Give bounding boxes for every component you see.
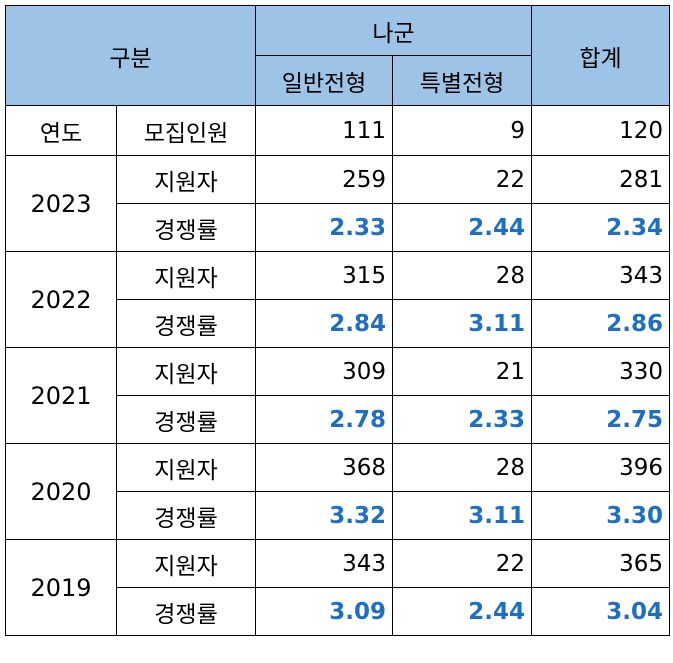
applicants-row: 2019 지원자 343 22 365 [5, 539, 671, 636]
header-general: 일반전형 [255, 55, 394, 106]
ratio-row: 경쟁률 3.09 2.44 3.04 [6, 587, 671, 636]
header-category: 구분 [4, 5, 257, 106]
applicants-special: 22 [392, 155, 533, 204]
ratio-row: 경쟁률 2.84 3.11 2.86 [6, 299, 671, 348]
ratio-general: 2.78 [255, 395, 394, 444]
applicants-row: 2021 지원자 309 21 330 [5, 347, 671, 444]
header-group: 나군 [255, 5, 533, 56]
applicants-row: 2022 지원자 315 28 343 [5, 251, 671, 348]
ratio-general: 2.33 [255, 203, 394, 252]
applicants-label: 지원자 [115, 443, 257, 492]
applicants-label: 지원자 [115, 347, 257, 396]
applicants-general: 343 [255, 539, 394, 588]
ratio-label: 경쟁률 [115, 491, 257, 540]
applicants-label: 지원자 [115, 251, 257, 300]
year-cell: 2019 [5, 539, 117, 636]
ratio-label: 경쟁률 [115, 587, 257, 636]
ratio-special: 3.11 [392, 491, 533, 540]
applicants-row: 2023 지원자 259 22 281 [5, 155, 671, 252]
applicants-label: 지원자 [115, 155, 257, 204]
ratio-special: 2.33 [392, 395, 533, 444]
year-cell: 2020 [5, 443, 117, 540]
ratio-row: 경쟁률 3.32 3.11 3.30 [6, 491, 671, 540]
ratio-label: 경쟁률 [115, 203, 257, 252]
ratio-label: 경쟁률 [115, 299, 257, 348]
ratio-special: 2.44 [392, 203, 533, 252]
year-cell: 2023 [5, 155, 117, 252]
applicants-general: 368 [255, 443, 394, 492]
year-cell: 2021 [5, 347, 117, 444]
ratio-general: 3.09 [255, 587, 394, 636]
applicants-total: 330 [531, 347, 671, 396]
ratio-total: 3.04 [531, 587, 671, 636]
ratio-special: 3.11 [392, 299, 533, 348]
quota-total: 120 [531, 105, 671, 156]
applicants-special: 28 [392, 251, 533, 300]
quota-special: 9 [392, 105, 533, 156]
year-cell: 2022 [5, 251, 117, 348]
recruit-row: 연도 모집인원 111 9 120 [5, 105, 671, 156]
applicants-special: 21 [392, 347, 533, 396]
ratio-row: 경쟁률 2.33 2.44 2.34 [6, 203, 671, 252]
ratio-total: 2.75 [531, 395, 671, 444]
applicants-row: 2020 지원자 368 28 396 [5, 443, 671, 540]
year-rows: 2023 지원자 259 22 281 경쟁률 2.33 2.44 2.34 2… [5, 155, 671, 636]
header-special: 특별전형 [392, 55, 533, 106]
ratio-general: 2.84 [255, 299, 394, 348]
header-total: 합계 [531, 5, 671, 106]
label-quota: 모집인원 [115, 105, 257, 156]
applicants-label: 지원자 [115, 539, 257, 588]
applicants-general: 315 [255, 251, 394, 300]
quota-general: 111 [255, 105, 394, 156]
applicants-general: 259 [255, 155, 394, 204]
ratio-special: 2.44 [392, 587, 533, 636]
applicants-general: 309 [255, 347, 394, 396]
ratio-total: 3.30 [531, 491, 671, 540]
applicants-special: 22 [392, 539, 533, 588]
label-year: 연도 [5, 105, 117, 156]
header-row-1: 구분 나군 합계 [4, 5, 671, 106]
applicants-total: 343 [531, 251, 671, 300]
applicants-special: 28 [392, 443, 533, 492]
applicants-total: 365 [531, 539, 671, 588]
ratio-general: 3.32 [255, 491, 394, 540]
ratio-total: 2.86 [531, 299, 671, 348]
applicants-total: 281 [531, 155, 671, 204]
ratio-label: 경쟁률 [115, 395, 257, 444]
admission-stats-table: 구분 나군 합계 일반전형 특별전형 연도 모집인원 111 9 120 202… [4, 5, 671, 636]
header-row-2: 일반전형 특별전형 [6, 55, 670, 106]
ratio-total: 2.34 [531, 203, 671, 252]
applicants-total: 396 [531, 443, 671, 492]
